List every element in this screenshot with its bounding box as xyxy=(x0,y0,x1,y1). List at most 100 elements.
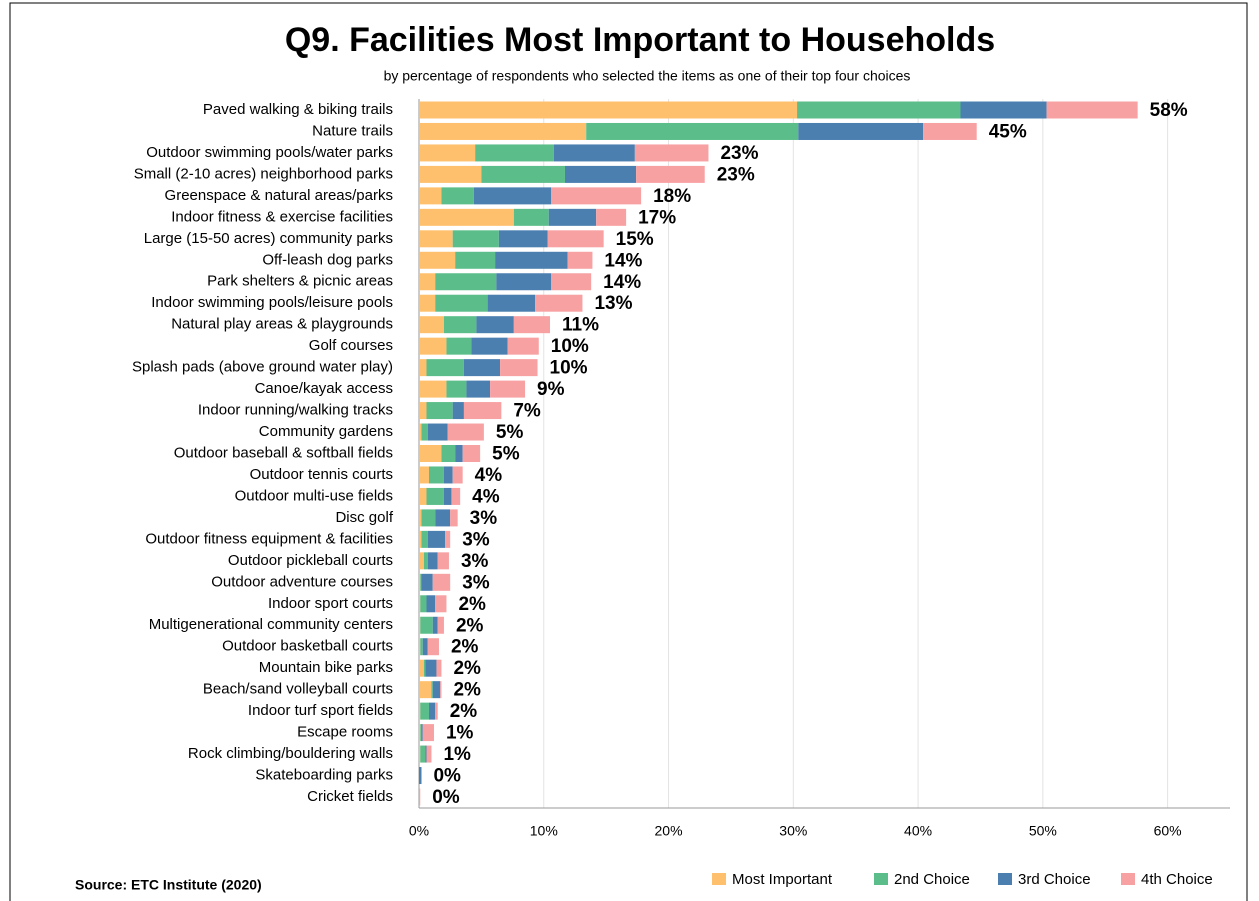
bar-segment xyxy=(1046,101,1138,119)
y-tick-label: Off-leash dog parks xyxy=(262,251,393,268)
bar-segment xyxy=(437,552,449,570)
y-tick-label: Outdoor swimming pools/water parks xyxy=(146,144,393,161)
bar-segment xyxy=(419,165,482,183)
bar-segment xyxy=(423,659,426,677)
bar-segment xyxy=(419,638,421,656)
bar-segment xyxy=(507,337,539,355)
bar-segment xyxy=(923,122,977,140)
bar-segment xyxy=(441,445,456,462)
bar-segment xyxy=(435,595,447,613)
y-tick-label: Indoor turf sport fields xyxy=(248,702,393,719)
bar-segment xyxy=(419,788,421,806)
bar-segment xyxy=(440,681,442,699)
x-tick-label: 20% xyxy=(655,823,683,839)
bar-segment xyxy=(423,552,428,570)
data-label: 58% xyxy=(1150,100,1188,121)
y-tick-label: Indoor running/walking tracks xyxy=(198,402,393,419)
bar-segment xyxy=(422,638,428,656)
bar-segment xyxy=(428,466,444,484)
bar-segment xyxy=(419,230,453,248)
bar-segment xyxy=(452,402,464,420)
data-label: 7% xyxy=(513,401,541,422)
bar-segment xyxy=(564,165,637,183)
bar-segment xyxy=(797,101,961,119)
bar-segment xyxy=(495,251,568,269)
bar-segment xyxy=(426,745,432,763)
bar-segment xyxy=(419,101,798,119)
x-tick-label: 0% xyxy=(409,823,429,839)
bar-segment xyxy=(419,337,447,355)
bar-segment xyxy=(455,445,463,462)
y-tick-label: Escape rooms xyxy=(297,724,393,741)
bar-segment xyxy=(498,230,548,248)
data-label: 3% xyxy=(462,572,490,593)
legend-swatch xyxy=(998,873,1012,885)
bar-segment xyxy=(466,380,491,398)
bar-segment xyxy=(426,595,436,613)
data-label: 5% xyxy=(496,422,524,443)
data-label: 2% xyxy=(453,680,481,701)
bar-segment xyxy=(452,466,463,484)
bar-segment xyxy=(419,487,427,505)
bar-segment xyxy=(548,208,597,226)
bar-segment xyxy=(421,530,428,548)
y-tick-label: Skateboarding parks xyxy=(255,767,393,784)
data-label: 15% xyxy=(616,229,654,250)
bar-segment xyxy=(535,294,583,312)
data-label: 23% xyxy=(720,143,758,164)
bar-segment xyxy=(420,724,422,742)
bar-segment xyxy=(420,638,423,656)
bar-segment xyxy=(419,616,421,634)
bar-segment xyxy=(431,681,433,699)
bar-segment xyxy=(426,402,453,420)
bar-segment xyxy=(475,144,554,162)
bar-segment xyxy=(490,380,526,398)
data-label: 2% xyxy=(456,615,484,636)
chart-title: Q9. Facilities Most Important to Househo… xyxy=(285,21,995,59)
bar-segment xyxy=(471,337,508,355)
bar-segment xyxy=(455,251,496,269)
bar-segment xyxy=(443,487,452,505)
y-tick-label: Cricket fields xyxy=(307,788,393,805)
y-tick-label: Park shelters & picnic areas xyxy=(207,273,393,290)
data-label: 4% xyxy=(475,465,503,486)
data-label: 17% xyxy=(638,207,676,228)
bar-segment xyxy=(419,423,422,441)
bar-segment xyxy=(427,530,446,548)
bar-segment xyxy=(513,316,551,334)
bar-segment xyxy=(427,638,439,656)
data-label: 11% xyxy=(562,315,599,336)
bar-segment xyxy=(419,380,447,398)
data-label: 0% xyxy=(432,787,460,808)
y-tick-label: Outdoor basketball courts xyxy=(222,638,393,655)
bar-segment xyxy=(447,423,484,441)
bar-segment xyxy=(419,294,436,312)
bar-segment xyxy=(450,509,458,527)
bar-segment xyxy=(446,337,472,355)
y-tick-label: Indoor swimming pools/leisure pools xyxy=(151,294,393,311)
y-tick-label: Community gardens xyxy=(259,423,393,440)
bar-segment xyxy=(462,445,481,462)
legend-label: 4th Choice xyxy=(1141,871,1213,888)
y-tick-label: Indoor fitness & exercise facilities xyxy=(171,208,393,225)
bar-segment xyxy=(419,681,432,699)
data-label: 1% xyxy=(446,723,474,744)
bar-segment xyxy=(419,573,421,591)
bar-segment xyxy=(586,122,799,140)
y-tick-label: Small (2-10 acres) neighborhood parks xyxy=(134,165,393,182)
bar-segment xyxy=(420,702,429,720)
bar-segment xyxy=(421,423,428,441)
y-tick-label: Outdoor adventure courses xyxy=(211,573,393,590)
y-tick-label: Disc golf xyxy=(335,509,393,526)
data-label: 3% xyxy=(470,508,498,529)
bar-segment xyxy=(487,294,536,312)
y-tick-label: Large (15-50 acres) community parks xyxy=(144,230,393,247)
bar-segment xyxy=(496,273,552,291)
bar-segment xyxy=(419,208,514,226)
bar-segment xyxy=(445,530,451,548)
bar-segment xyxy=(452,230,499,248)
data-label: 10% xyxy=(551,336,589,357)
bar-segment xyxy=(419,466,429,484)
bar-segment xyxy=(421,724,423,742)
